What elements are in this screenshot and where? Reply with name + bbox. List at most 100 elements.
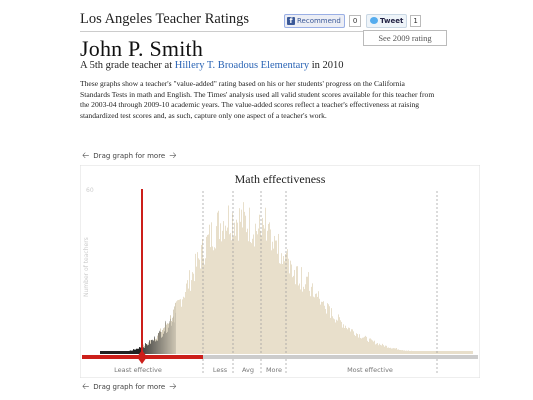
histogram-bar bbox=[318, 291, 319, 354]
histogram-bar bbox=[363, 337, 364, 354]
histogram-bar bbox=[174, 322, 175, 354]
histogram-bar bbox=[461, 351, 462, 354]
histogram-bar bbox=[345, 325, 346, 354]
see-2009-rating-button[interactable]: See 2009 rating bbox=[363, 30, 447, 46]
label-less: Less bbox=[213, 366, 228, 374]
histogram-bar bbox=[188, 288, 189, 354]
school-link[interactable]: Hillery T. Broadous Elementary bbox=[174, 60, 310, 71]
histogram-bar bbox=[126, 351, 127, 354]
histogram-bar bbox=[395, 348, 396, 354]
histogram-bar bbox=[433, 351, 434, 354]
histogram-bar bbox=[132, 350, 133, 354]
histogram-bar bbox=[319, 298, 320, 354]
histogram-bar bbox=[378, 345, 379, 354]
histogram-bar bbox=[134, 349, 135, 354]
histogram-bar bbox=[170, 315, 171, 354]
histogram-bar bbox=[118, 351, 119, 354]
histogram-bar bbox=[281, 253, 282, 354]
histogram-bar bbox=[201, 244, 202, 354]
histogram-bar bbox=[393, 348, 394, 354]
histogram-bar bbox=[356, 333, 357, 354]
histogram-bar bbox=[202, 239, 203, 354]
facebook-recommend-button[interactable]: f Recommend bbox=[284, 13, 345, 28]
histogram-bar bbox=[436, 351, 437, 354]
histogram-bar bbox=[332, 316, 333, 354]
histogram-bar bbox=[372, 340, 373, 354]
histogram-bar bbox=[168, 323, 169, 354]
histogram-bar bbox=[166, 324, 167, 354]
histogram-bar bbox=[190, 290, 191, 354]
histogram-bar bbox=[387, 347, 388, 354]
histogram-bar bbox=[321, 301, 322, 354]
histogram-bar bbox=[174, 306, 175, 354]
tweet-label: Tweet bbox=[380, 16, 404, 25]
histogram-bar bbox=[359, 334, 360, 354]
histogram-bar bbox=[385, 345, 386, 354]
category-labels: Least effective Less Avg More Most effec… bbox=[114, 366, 393, 374]
histogram-bar bbox=[249, 207, 250, 354]
histogram-bar bbox=[180, 299, 181, 354]
twitter-tweet[interactable]: Tweet 1 bbox=[366, 13, 421, 28]
histogram-bar bbox=[163, 328, 164, 354]
histogram-bar bbox=[401, 350, 402, 354]
facebook-recommend[interactable]: f Recommend 0 bbox=[284, 13, 362, 28]
histogram-bar bbox=[452, 351, 453, 354]
histogram-bar bbox=[323, 301, 324, 354]
histogram-bar bbox=[456, 351, 457, 354]
histogram-bar bbox=[135, 349, 136, 354]
histogram-bar bbox=[173, 309, 174, 354]
histogram-bar bbox=[322, 301, 323, 354]
histogram-bar bbox=[223, 221, 224, 354]
histogram-bar bbox=[413, 351, 414, 354]
histogram-bar bbox=[221, 241, 222, 354]
histogram-bar bbox=[215, 248, 216, 354]
histogram-bar bbox=[313, 296, 314, 354]
histogram-bar bbox=[431, 351, 432, 354]
arrow-right-icon: 🡢 bbox=[169, 151, 177, 161]
histogram-bar bbox=[379, 343, 380, 354]
histogram-bar bbox=[334, 319, 335, 354]
histogram-bar bbox=[136, 348, 137, 354]
histogram-bar bbox=[415, 351, 416, 354]
histogram-bar bbox=[102, 351, 103, 354]
histogram-bar bbox=[184, 297, 185, 354]
histogram-bar bbox=[305, 284, 306, 354]
histogram-bar bbox=[424, 351, 425, 354]
histogram-bar bbox=[441, 351, 442, 354]
drag-hint-bottom[interactable]: 🡠 Drag graph for more 🡢 bbox=[82, 379, 177, 395]
histogram-bar bbox=[294, 269, 295, 354]
histogram-bar bbox=[377, 343, 378, 354]
histogram-bar bbox=[111, 351, 112, 354]
label-most-effective: Most effective bbox=[347, 366, 393, 374]
histogram-bar bbox=[224, 238, 225, 354]
histogram-bar bbox=[150, 343, 151, 354]
histogram-bar bbox=[316, 293, 317, 354]
histogram-bar bbox=[368, 341, 369, 354]
histogram-bar bbox=[288, 258, 289, 354]
histogram-bar bbox=[435, 351, 436, 354]
histogram-bar bbox=[222, 230, 223, 354]
histogram-bar bbox=[432, 351, 433, 354]
histogram-bar bbox=[189, 270, 190, 354]
histogram-bar bbox=[307, 276, 308, 354]
histogram-bar bbox=[291, 264, 292, 354]
facebook-recommend-label: Recommend bbox=[297, 16, 341, 25]
histogram-bar bbox=[108, 351, 109, 354]
histogram-bar bbox=[472, 351, 473, 354]
drag-hint-top[interactable]: 🡠 Drag graph for more 🡢 bbox=[82, 148, 177, 164]
histogram-bar bbox=[208, 234, 209, 354]
histogram-bar bbox=[131, 350, 132, 354]
histogram-bar bbox=[423, 351, 424, 354]
histogram-bar bbox=[459, 351, 460, 354]
tweet-button[interactable]: Tweet bbox=[366, 13, 408, 28]
site-title[interactable]: Los Angeles Teacher Ratings bbox=[80, 11, 250, 27]
histogram-bar bbox=[115, 351, 116, 354]
math-effectiveness-chart[interactable]: Math effectiveness 60 Number of teachers… bbox=[80, 165, 480, 378]
teacher-marker-diamond-icon[interactable] bbox=[137, 350, 147, 364]
histogram-bar bbox=[331, 308, 332, 354]
histogram-bar bbox=[274, 235, 275, 354]
slider-track[interactable] bbox=[82, 355, 478, 359]
histogram-bar bbox=[175, 302, 176, 354]
histogram-bar bbox=[250, 241, 251, 354]
tweet-count: 1 bbox=[410, 14, 421, 27]
